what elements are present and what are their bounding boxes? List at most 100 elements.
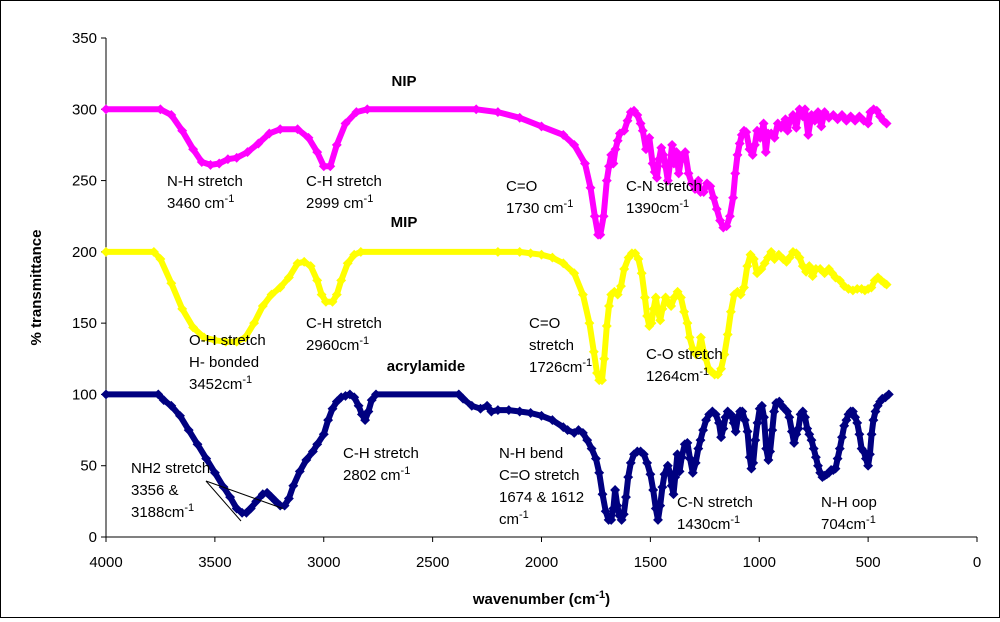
data-point: [231, 336, 242, 347]
annotation-line: 1264cm-1: [646, 366, 709, 385]
annotation-line: 1674 & 1612: [499, 489, 584, 506]
data-point: [724, 211, 735, 222]
data-point: [148, 246, 159, 257]
data-point: [166, 110, 177, 120]
data-point: [525, 248, 536, 259]
data-point: [852, 417, 863, 428]
data-point: [791, 122, 802, 133]
data-point: [830, 463, 841, 474]
annotation-mip-co: C=O stretch 1726cm-1: [529, 315, 592, 376]
annotation-line: 2960cm-1: [306, 335, 369, 354]
data-point: [683, 168, 694, 179]
data-point: [747, 149, 758, 160]
data-point: [558, 129, 569, 140]
annotation-line: cm-1: [499, 509, 529, 528]
data-point: [503, 405, 514, 416]
data-point: [834, 443, 845, 454]
data-point: [582, 435, 593, 446]
data-point: [636, 268, 647, 279]
data-point: [868, 415, 879, 426]
data-point: [883, 389, 894, 400]
data-point: [748, 254, 759, 264]
data-point: [492, 246, 503, 257]
annotation-line: 3460 cm-1: [167, 193, 234, 212]
data-point: [716, 432, 727, 443]
data-point: [803, 129, 814, 140]
data-point: [288, 480, 299, 491]
data-point: [569, 139, 580, 150]
data-point: [492, 405, 503, 416]
data-point: [292, 258, 303, 269]
data-point: [188, 322, 199, 333]
series-line-nip: [103, 106, 890, 238]
data-point: [312, 275, 323, 286]
annotation-line: C=O stretch: [499, 467, 579, 484]
data-point: [240, 332, 251, 343]
data-point: [327, 296, 338, 307]
data-point: [668, 489, 679, 500]
data-point: [670, 472, 681, 483]
data-point: [789, 437, 800, 448]
data-point: [209, 335, 220, 346]
data-point: [323, 415, 334, 426]
data-point: [708, 192, 719, 203]
x-tick-label: 4000: [89, 554, 122, 571]
annotation-line: C-O stretch: [646, 346, 723, 363]
data-point: [700, 353, 711, 364]
data-point: [177, 303, 188, 314]
data-point: [685, 453, 695, 464]
data-point: [749, 139, 760, 150]
x-tick-label: 2000: [525, 554, 558, 571]
data-point: [759, 412, 769, 423]
data-point: [656, 142, 667, 153]
data-point: [863, 460, 874, 471]
data-point: [201, 453, 212, 464]
data-point: [728, 417, 739, 428]
data-point: [679, 306, 690, 317]
data-point: [196, 157, 207, 167]
annotation-line: C=O: [529, 315, 560, 332]
data-point: [721, 221, 732, 232]
y-tick-label: 200: [72, 244, 97, 261]
spectrum-markers: [101, 104, 894, 525]
x-tick-label: 3500: [198, 554, 231, 571]
data-point: [800, 412, 810, 423]
data-point: [525, 408, 536, 418]
data-point: [266, 289, 277, 300]
series-label-nip: NIP: [391, 73, 416, 90]
data-point: [755, 132, 766, 143]
annotation-line: C=O: [506, 178, 537, 195]
data-point: [725, 306, 736, 317]
annotation-line: 704cm-1: [821, 514, 876, 533]
data-point: [639, 292, 650, 303]
data-point: [730, 168, 741, 179]
data-point: [734, 138, 745, 149]
data-point: [242, 147, 253, 158]
data-point: [595, 229, 606, 240]
axes: 0 50 100 150 200 250 300 350 4000 3500 3000 2500 200…: [72, 30, 981, 571]
data-point: [158, 395, 169, 406]
data-point: [231, 152, 242, 163]
data-point: [299, 256, 310, 267]
annotation-line: H- bonded: [189, 354, 259, 371]
data-point: [637, 125, 648, 136]
data-point: [183, 425, 194, 436]
data-point: [675, 292, 686, 303]
data-point: [657, 303, 668, 314]
data-point: [610, 144, 621, 155]
annotation-line: N-H oop: [821, 494, 877, 511]
data-point: [646, 318, 657, 329]
data-point: [588, 346, 599, 357]
data-point: [205, 159, 216, 170]
data-point: [765, 446, 776, 457]
data-point: [807, 271, 818, 282]
data-point: [837, 432, 847, 443]
data-point: [625, 457, 636, 468]
data-point: [732, 149, 743, 160]
data-point: [657, 482, 668, 493]
data-point: [769, 132, 780, 143]
data-point: [336, 275, 347, 286]
data-point: [782, 125, 793, 136]
data-point: [854, 429, 865, 440]
data-point: [307, 446, 318, 457]
